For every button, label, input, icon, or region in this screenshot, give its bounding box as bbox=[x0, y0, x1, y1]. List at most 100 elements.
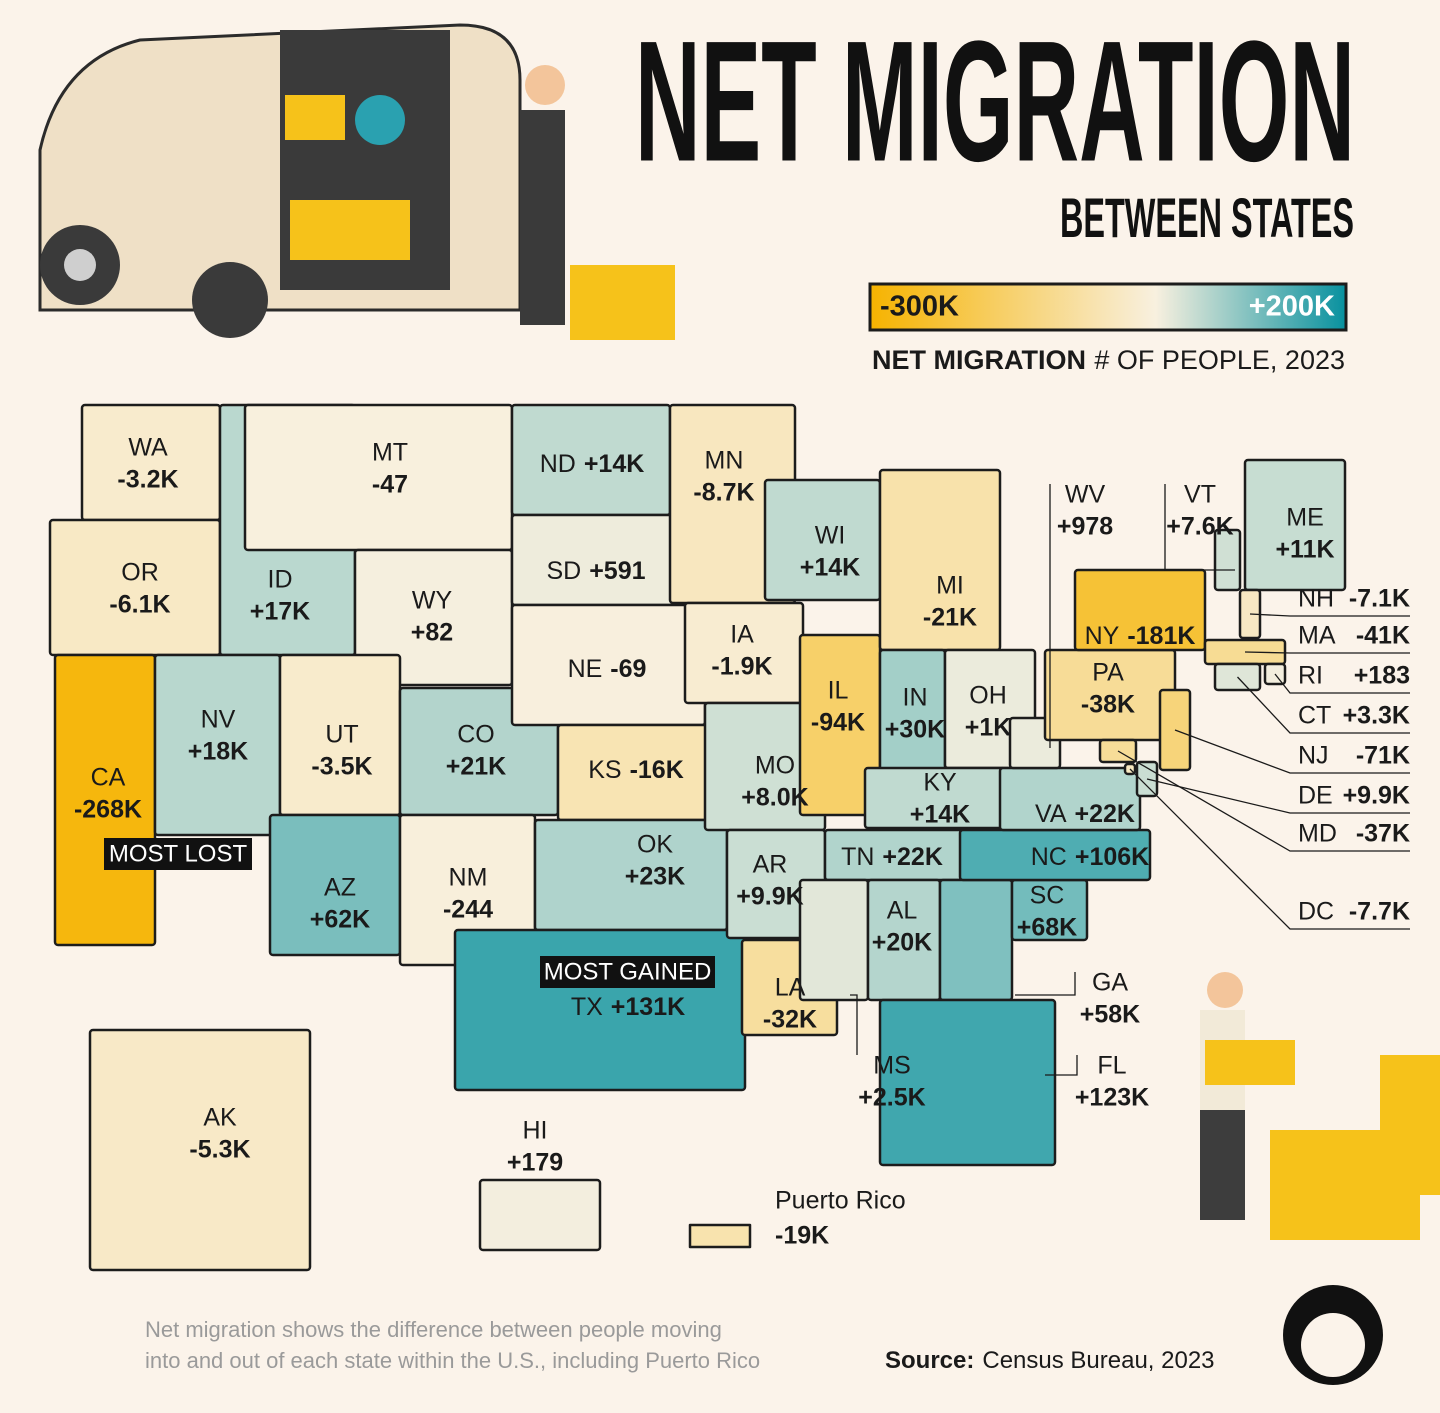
mover-illustration bbox=[1200, 972, 1440, 1240]
state-value: +978 bbox=[1057, 513, 1113, 541]
state-value: +9.9K bbox=[1343, 782, 1410, 810]
annotation-most-gained-box bbox=[540, 956, 715, 988]
state-code: IN bbox=[903, 684, 928, 712]
state-value: +14K bbox=[910, 801, 970, 829]
territory-shape bbox=[688, 1223, 752, 1249]
state-code: DC bbox=[1298, 898, 1334, 926]
state-code: WV bbox=[1065, 481, 1106, 509]
footnote-line: Net migration shows the difference betwe… bbox=[145, 1317, 722, 1342]
state-code: MN bbox=[705, 447, 744, 475]
state-shape bbox=[878, 648, 947, 777]
state-code: NC bbox=[1031, 843, 1067, 871]
state-value: +131K bbox=[611, 993, 685, 1021]
state-label: KS -16K bbox=[588, 756, 684, 784]
state-value: +11K bbox=[1275, 536, 1334, 564]
state-value: +22K bbox=[1075, 800, 1135, 828]
state-value: -3.2K bbox=[117, 466, 178, 494]
state-value: -16K bbox=[630, 756, 684, 784]
state-code: MT bbox=[372, 439, 408, 467]
state-value: +58K bbox=[1080, 1001, 1140, 1029]
state-code: DE bbox=[1298, 782, 1333, 810]
leader-line bbox=[1174, 729, 1410, 774]
state-label: TN +22K bbox=[841, 843, 943, 871]
state-code: VA bbox=[1035, 800, 1067, 828]
annotation-most-lost-box bbox=[104, 838, 252, 870]
state-code: TN bbox=[841, 843, 874, 871]
leader-line bbox=[1274, 673, 1410, 694]
state-code: SD bbox=[546, 557, 581, 585]
state-value: +20K bbox=[872, 929, 932, 957]
state-shape bbox=[798, 878, 870, 1002]
state-value: +23K bbox=[625, 863, 685, 891]
logo bbox=[1283, 1285, 1383, 1385]
state-value: +30K bbox=[885, 716, 945, 744]
leader-line bbox=[1146, 778, 1410, 814]
state-value: -3.5K bbox=[311, 753, 372, 781]
state-value: +14K bbox=[800, 554, 860, 582]
state-label: ND +14K bbox=[540, 450, 645, 478]
state-value: -38K bbox=[1081, 691, 1135, 719]
state-code: FL bbox=[1097, 1052, 1126, 1080]
leader-line bbox=[850, 994, 858, 1055]
state-code: KS bbox=[588, 756, 621, 784]
state-label: NY -181K bbox=[1085, 622, 1196, 650]
state-shape bbox=[510, 603, 707, 727]
state-shape bbox=[80, 403, 222, 522]
state-code: RI bbox=[1298, 662, 1323, 690]
state-value: +183 bbox=[1354, 662, 1410, 690]
state-value: -244 bbox=[443, 896, 493, 924]
state-code: WA bbox=[128, 434, 168, 462]
state-value: -1.9K bbox=[711, 653, 772, 681]
state-value: +9.9K bbox=[736, 883, 803, 911]
territory-name: Puerto Rico bbox=[775, 1187, 906, 1215]
state-code: MO bbox=[755, 752, 795, 780]
state-value: +22K bbox=[882, 843, 942, 871]
state-shape bbox=[878, 998, 1057, 1167]
state-value: -21K bbox=[923, 604, 977, 632]
state-value: -69 bbox=[610, 655, 646, 683]
state-value: +14K bbox=[584, 450, 644, 478]
state-shape bbox=[1243, 458, 1347, 592]
leader-line bbox=[1244, 651, 1410, 654]
state-shape bbox=[478, 1178, 602, 1252]
legend-min-label: -300K bbox=[880, 291, 959, 323]
leader-line bbox=[1045, 1055, 1078, 1076]
annotation-most-gained: MOST GAINED bbox=[544, 958, 712, 985]
state-value: -8.7K bbox=[693, 479, 754, 507]
title: NET MIGRATION bbox=[635, 5, 1355, 197]
state-shape bbox=[998, 766, 1142, 832]
state-code: IL bbox=[828, 677, 849, 705]
state-value: -47 bbox=[372, 471, 408, 499]
state-label: VA +22K bbox=[1035, 800, 1135, 828]
state-value: -268K bbox=[74, 796, 142, 824]
state-code: AK bbox=[203, 1104, 237, 1132]
state-code: PA bbox=[1092, 659, 1124, 687]
state-value: +17K bbox=[250, 598, 310, 626]
state-code: MS bbox=[873, 1052, 911, 1080]
state-code: ME bbox=[1286, 504, 1324, 532]
state-value: +82 bbox=[411, 619, 453, 647]
state-code: AZ bbox=[324, 874, 356, 902]
van-illustration bbox=[38, 23, 675, 340]
state-code: KY bbox=[923, 769, 957, 797]
state-code: AL bbox=[887, 897, 918, 925]
state-value: -94K bbox=[811, 709, 865, 737]
state-value: -37K bbox=[1356, 820, 1410, 848]
legend-gradient bbox=[868, 282, 1348, 332]
state-value: +179 bbox=[507, 1149, 563, 1177]
state-code: ID bbox=[268, 566, 293, 594]
source-label: Source: bbox=[885, 1347, 974, 1374]
state-code: WY bbox=[412, 587, 453, 615]
state-value: +21K bbox=[446, 753, 506, 781]
state-value: +68K bbox=[1017, 914, 1077, 942]
state-value: -7.7K bbox=[1349, 898, 1410, 926]
state-code: NE bbox=[568, 655, 603, 683]
state-label: TX +131K bbox=[571, 993, 685, 1021]
state-value: +591 bbox=[589, 557, 645, 585]
state-code: NY bbox=[1085, 622, 1120, 650]
state-code: NH bbox=[1298, 585, 1334, 613]
map: MOST LOST MOST GAINED WA -3.2K OR -6.1K CA -268… bbox=[48, 403, 1410, 1272]
state-code: TX bbox=[571, 993, 603, 1021]
